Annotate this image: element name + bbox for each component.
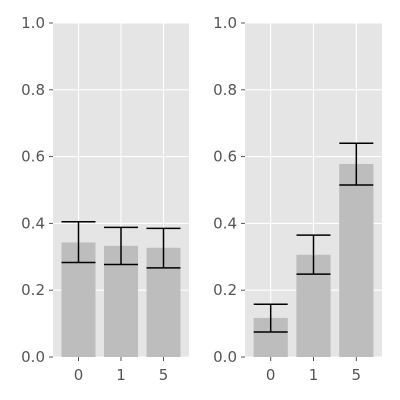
y-tick-label: 1.0 [213,14,237,32]
y-tick-label: 0.2 [213,281,237,299]
x-tick-label: 5 [352,366,362,384]
x-tick-label: 5 [159,366,169,384]
error-bar-5 [339,142,374,186]
y-tick-label: 0.2 [21,281,45,299]
y-tick-label: 0.0 [213,348,237,366]
y-tick-label: 0.4 [21,214,45,232]
x-tick-label: 0 [266,366,276,384]
y-tick-label: 0.8 [213,81,237,99]
x-tick-label: 1 [309,366,319,384]
subplot-right: 0.0 0.2 0.4 0.6 0.8 1.0 0 1 5 [213,14,382,384]
bar-5 [339,163,374,357]
y-tick-label: 0.0 [21,348,45,366]
error-bar-0 [253,303,288,333]
y-tick-label: 0.4 [213,214,237,232]
error-bar-5 [146,227,181,269]
y-tick-label: 1.0 [21,14,45,32]
y-tick-label: 0.6 [213,148,237,166]
x-tick-label: 0 [74,366,84,384]
subplot-left: 0.0 0.2 0.4 0.6 0.8 1.0 0 1 5 [21,14,189,384]
error-bar-1 [104,226,138,266]
error-bar-1 [296,234,331,275]
x-tick-label: 1 [116,366,126,384]
y-tick-label: 0.8 [21,81,45,99]
y-tick-label: 0.6 [21,148,45,166]
error-bar-0 [61,220,96,264]
